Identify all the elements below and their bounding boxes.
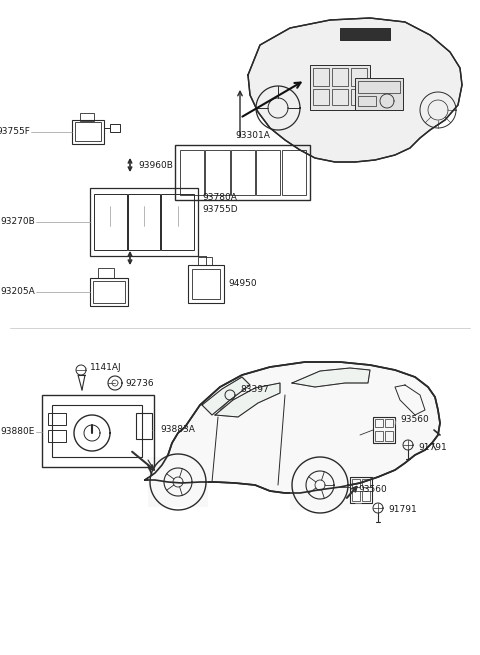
Bar: [385, 419, 393, 427]
Text: 94950: 94950: [228, 280, 257, 288]
Polygon shape: [292, 368, 370, 387]
Bar: [351, 89, 367, 105]
Bar: [355, 78, 403, 110]
Bar: [340, 28, 390, 40]
Bar: [332, 68, 348, 86]
Bar: [90, 278, 128, 306]
Bar: [351, 68, 367, 86]
Bar: [362, 479, 370, 487]
Text: 93301A: 93301A: [235, 132, 270, 141]
Text: 93560: 93560: [358, 485, 387, 495]
Text: 92736: 92736: [125, 379, 154, 388]
Text: 93780A: 93780A: [202, 193, 237, 202]
Text: 93883A: 93883A: [160, 426, 195, 434]
Text: 93755D: 93755D: [202, 206, 238, 214]
Bar: [310, 65, 370, 110]
Bar: [282, 150, 306, 195]
Bar: [136, 413, 152, 439]
Text: 93205A: 93205A: [0, 288, 35, 297]
Text: 93880E: 93880E: [0, 428, 35, 436]
Polygon shape: [145, 362, 440, 493]
Bar: [188, 265, 224, 303]
Bar: [313, 89, 329, 105]
Bar: [362, 491, 370, 501]
Bar: [48, 430, 66, 442]
Bar: [128, 194, 160, 250]
Text: 93960B: 93960B: [138, 160, 173, 170]
Text: 83397: 83397: [240, 386, 269, 394]
Bar: [75, 122, 101, 141]
Bar: [350, 477, 372, 503]
Bar: [90, 188, 198, 256]
Text: 91791: 91791: [388, 506, 417, 514]
Bar: [332, 89, 348, 105]
Bar: [358, 96, 376, 106]
Bar: [52, 405, 142, 457]
Text: 93270B: 93270B: [0, 217, 35, 227]
Bar: [290, 460, 350, 510]
Bar: [80, 113, 94, 121]
Bar: [161, 194, 194, 250]
Bar: [48, 413, 66, 425]
Bar: [205, 150, 229, 195]
Bar: [358, 81, 400, 93]
Bar: [231, 150, 255, 195]
Bar: [373, 417, 395, 443]
Bar: [313, 68, 329, 86]
Bar: [256, 150, 280, 195]
Bar: [385, 431, 393, 441]
Bar: [375, 419, 383, 427]
Bar: [94, 194, 127, 250]
Bar: [72, 120, 104, 144]
Polygon shape: [202, 377, 250, 415]
Bar: [180, 150, 204, 195]
Bar: [352, 491, 360, 501]
Bar: [192, 269, 220, 299]
Text: 93755F: 93755F: [0, 128, 30, 136]
Bar: [375, 431, 383, 441]
Text: 91791: 91791: [418, 443, 447, 451]
Bar: [42, 395, 154, 467]
Bar: [110, 124, 120, 132]
Polygon shape: [248, 18, 462, 162]
Polygon shape: [215, 383, 280, 417]
Bar: [352, 479, 360, 487]
Bar: [198, 257, 212, 265]
Text: 1141AJ: 1141AJ: [90, 364, 121, 373]
Bar: [175, 145, 310, 200]
Text: 93560: 93560: [400, 415, 429, 424]
Bar: [98, 268, 114, 278]
Bar: [93, 281, 125, 303]
Bar: [148, 457, 208, 507]
